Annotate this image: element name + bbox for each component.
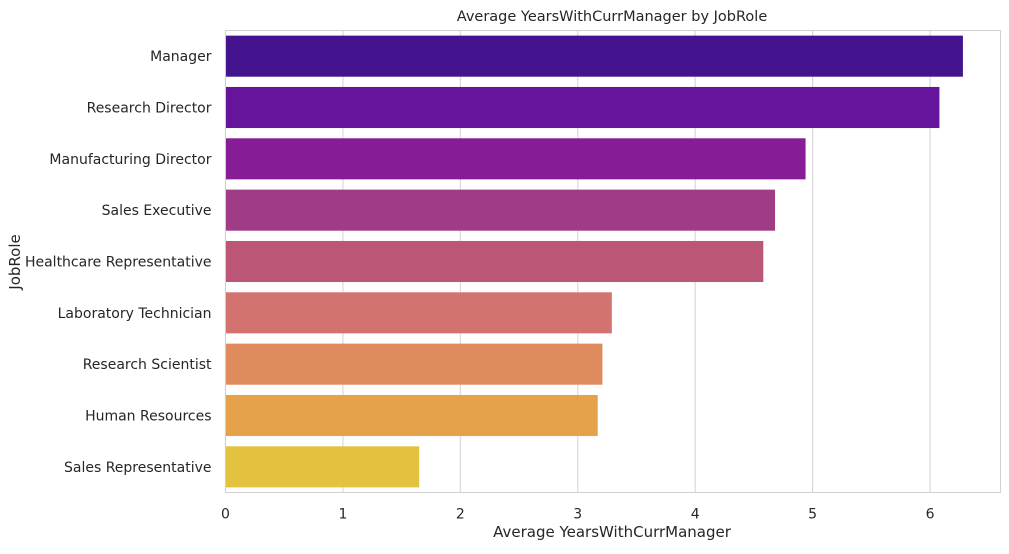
x-axis-label: Average YearsWithCurrManager xyxy=(493,523,732,541)
chart-title: Average YearsWithCurrManager by JobRole xyxy=(457,9,768,25)
bar-6 xyxy=(225,343,603,385)
y-category-label-4: Healthcare Representative xyxy=(25,255,212,271)
plot-frame xyxy=(225,30,1001,493)
x-tick-labels: 0 1 2 3 4 5 6 xyxy=(221,507,935,523)
y-category-label-7: Human Resources xyxy=(85,409,211,425)
y-category-labels: Manager Research Director Manufacturing Di… xyxy=(25,49,212,476)
x-tick-label-5: 5 xyxy=(808,507,817,523)
x-tick-label-6: 6 xyxy=(926,507,935,523)
y-category-label-1: Research Director xyxy=(87,101,212,117)
bar-8 xyxy=(225,446,420,488)
y-category-label-0: Manager xyxy=(150,49,212,65)
bar-5 xyxy=(225,292,612,334)
x-tick-label-2: 2 xyxy=(456,507,465,523)
bar-4 xyxy=(225,240,764,283)
y-category-label-3: Sales Executive xyxy=(102,203,212,219)
y-category-label-6: Research Scientist xyxy=(83,357,212,373)
bar-3 xyxy=(225,189,776,231)
bars xyxy=(225,35,963,488)
y-axis-label: JobRole xyxy=(6,234,24,290)
y-category-label-2: Manufacturing Director xyxy=(49,152,211,168)
bar-1 xyxy=(225,86,940,129)
y-category-label-5: Laboratory Technician xyxy=(58,306,212,322)
x-tick-label-0: 0 xyxy=(221,507,230,523)
x-tick-label-4: 4 xyxy=(691,507,700,523)
x-tick-label-3: 3 xyxy=(573,507,582,523)
bar-2 xyxy=(225,138,806,180)
y-category-label-8: Sales Representative xyxy=(64,460,212,476)
bar-0 xyxy=(225,35,963,77)
bar-7 xyxy=(225,394,598,437)
x-tick-label-1: 1 xyxy=(338,507,347,523)
